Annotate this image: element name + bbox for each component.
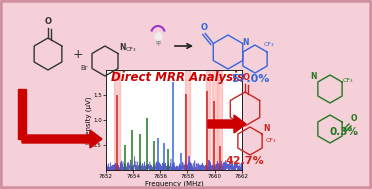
FancyArrow shape	[18, 89, 26, 139]
Text: CF₃: CF₃	[343, 77, 354, 83]
Bar	[206, 70, 210, 170]
Bar	[114, 70, 120, 170]
Text: Br: Br	[80, 64, 88, 70]
Bar	[185, 70, 189, 170]
Text: 0.3%: 0.3%	[330, 127, 359, 137]
Text: O: O	[351, 114, 357, 123]
Text: N: N	[243, 38, 249, 47]
Text: O: O	[45, 17, 51, 26]
Text: O: O	[243, 73, 250, 82]
Text: 57.0%: 57.0%	[231, 74, 269, 84]
Text: Direct MRR Analysis: Direct MRR Analysis	[112, 70, 244, 84]
Text: CF₃: CF₃	[264, 42, 275, 47]
Bar	[212, 70, 217, 170]
X-axis label: Frequency (MHz): Frequency (MHz)	[145, 181, 203, 187]
Y-axis label: Intensity (μV): Intensity (μV)	[85, 96, 92, 144]
Text: +: +	[73, 47, 83, 60]
Text: O: O	[201, 22, 208, 32]
FancyArrow shape	[22, 130, 102, 148]
Text: N: N	[263, 124, 270, 133]
Text: CF₃: CF₃	[266, 139, 276, 143]
Bar	[218, 70, 222, 170]
FancyArrow shape	[208, 115, 246, 133]
Text: N: N	[119, 43, 125, 53]
Text: CF₃: CF₃	[126, 47, 137, 52]
Text: N: N	[310, 72, 317, 81]
Text: 42.7%: 42.7%	[226, 156, 264, 166]
